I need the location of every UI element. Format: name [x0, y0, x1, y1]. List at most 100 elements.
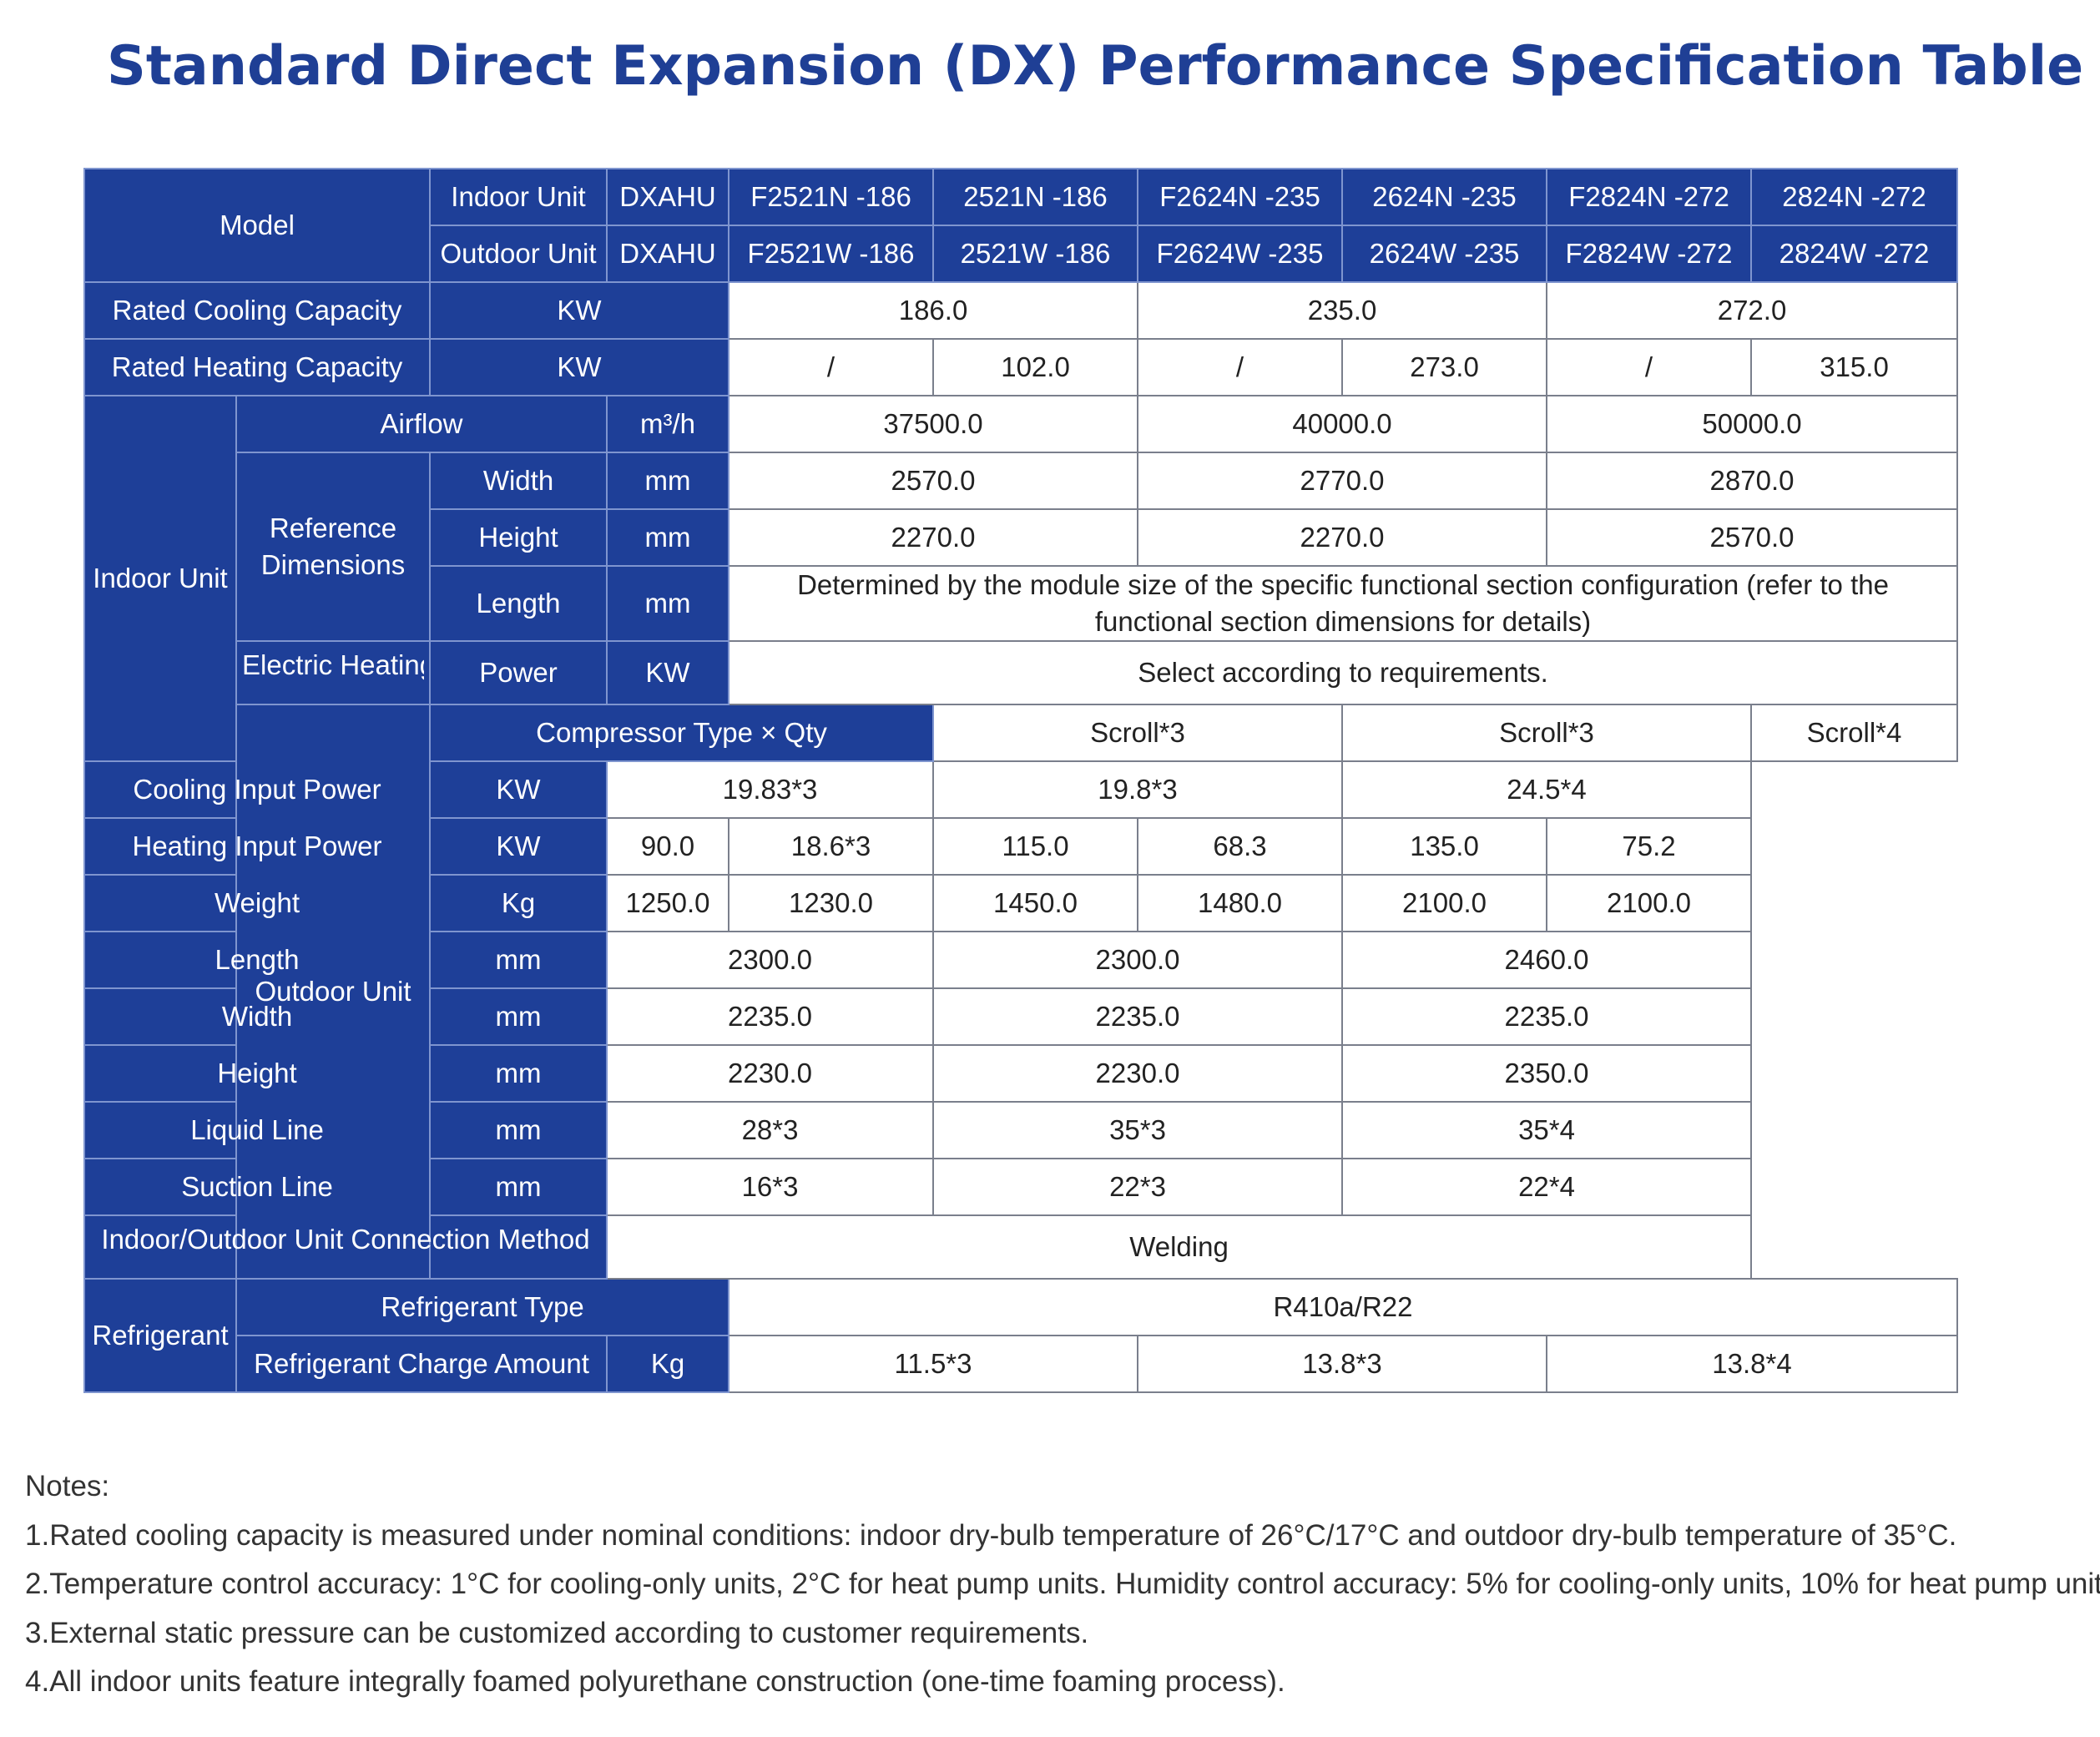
- value-cell: 1480.0: [1137, 874, 1344, 932]
- unit-cell: mm: [429, 1101, 608, 1159]
- unit-cell: Kg: [606, 1335, 730, 1393]
- table-row: Weight Kg 1250.0 1230.0 1450.0 1480.0 21…: [83, 874, 1957, 932]
- outdoor-unit-label: Outdoor Unit: [429, 225, 608, 283]
- unit-cell: mm: [429, 987, 608, 1046]
- value-cell: 11.5*3: [728, 1335, 1139, 1393]
- value-cell: /: [1546, 338, 1753, 396]
- row-label: Power: [429, 640, 608, 705]
- table-row: Length mm Determined by the module size …: [84, 565, 1959, 642]
- note-item: 1.Rated cooling capacity is measured und…: [25, 1518, 1957, 1552]
- value-cell: 2270.0: [728, 508, 1139, 567]
- row-label: Suction Line: [83, 1158, 432, 1216]
- notes-heading: Notes:: [25, 1470, 110, 1502]
- value-cell: Welding: [606, 1214, 1753, 1280]
- table-row: Indoor/Outdoor Unit Connection Method We…: [83, 1214, 1957, 1280]
- unit-cell: KW: [429, 760, 608, 819]
- value-cell: 1250.0: [606, 874, 730, 932]
- table-row: Electric Heating Power KW Select accordi…: [84, 640, 1959, 705]
- row-label: Rated Heating Capacity: [83, 338, 432, 396]
- reference-dimensions-label: Reference Dimensions: [235, 452, 432, 642]
- value-cell: 2100.0: [1341, 874, 1548, 932]
- value-cell: 24.5*4: [1341, 760, 1753, 819]
- notes-section: Notes: 1.Rated cooling capacity is measu…: [25, 1462, 2100, 1707]
- value-cell: 186.0: [728, 281, 1139, 340]
- model-cell: 2824N -272: [1750, 168, 1959, 226]
- table-row: Reference Dimensions Width mm 2570.0 277…: [84, 452, 1959, 642]
- value-cell: 2235.0: [932, 987, 1344, 1046]
- table-row: Height mm 2230.0 2230.0 2350.0: [83, 1044, 1957, 1103]
- unit-cell: mm: [429, 1158, 608, 1216]
- value-cell: R410a/R22: [728, 1278, 1959, 1336]
- value-cell: Scroll*4: [1750, 704, 1959, 762]
- row-label: Refrigerant Charge Amount: [235, 1335, 608, 1393]
- value-cell: Select according to requirements.: [728, 640, 1959, 705]
- connection-method-text: Indoor/Outdoor Unit Connection Method: [101, 1224, 590, 1255]
- value-cell: /: [1137, 338, 1344, 396]
- value-cell: 19.83*3: [606, 760, 935, 819]
- row-label: Airflow: [235, 395, 608, 453]
- table-row: Height mm 2270.0 2270.0 2570.0: [84, 508, 1959, 567]
- model-cell: F2624W -235: [1137, 225, 1344, 283]
- row-label: Height: [429, 508, 608, 567]
- table-row: Model Indoor Unit DXAHU F2521N -186 2521…: [83, 168, 1959, 283]
- value-cell: 2235.0: [606, 987, 935, 1046]
- note-item: 2.Temperature control accuracy: 1°C for …: [25, 1568, 2100, 1600]
- value-cell: 50000.0: [1546, 395, 1959, 453]
- row-label: Refrigerant Type: [235, 1278, 730, 1336]
- value-cell: 13.8*4: [1546, 1335, 1959, 1393]
- table-row: Refrigerant Charge Amount Kg 11.5*3 13.8…: [84, 1335, 1959, 1393]
- value-cell: 35*3: [932, 1101, 1344, 1159]
- unit-cell: mm: [606, 508, 730, 567]
- value-cell: 2570.0: [1546, 508, 1959, 567]
- value-cell: 13.8*3: [1137, 1335, 1548, 1393]
- value-cell: 19.8*3: [932, 760, 1344, 819]
- value-cell: 16*3: [606, 1158, 935, 1216]
- value-cell: 22*4: [1341, 1158, 1753, 1216]
- unit-cell: m³/h: [606, 395, 730, 453]
- unit-cell: mm: [429, 1044, 608, 1103]
- value-cell: 35*4: [1341, 1101, 1753, 1159]
- value-cell: 2235.0: [1341, 987, 1753, 1046]
- value-cell: 22*3: [932, 1158, 1344, 1216]
- value-cell: 75.2: [1546, 817, 1753, 876]
- value-cell: Scroll*3: [932, 704, 1344, 762]
- row-label: Compressor Type × Qty: [429, 704, 935, 762]
- value-cell: 28*3: [606, 1101, 935, 1159]
- unit-cell: Kg: [429, 874, 608, 932]
- value-cell: 2100.0: [1546, 874, 1753, 932]
- row-label: Length: [429, 565, 608, 642]
- table-row: Heating Input Power KW 90.0 18.6*3 115.0…: [83, 817, 1957, 876]
- value-cell: 315.0: [1750, 338, 1959, 396]
- table-row: Outdoor Unit Compressor Type × Qty Scrol…: [84, 704, 1959, 1280]
- value-cell: 272.0: [1546, 281, 1959, 340]
- unit-cell: KW: [429, 281, 730, 340]
- model-cell: F2521N -186: [728, 168, 935, 226]
- value-cell: 2770.0: [1137, 452, 1548, 510]
- unit-cell: mm: [606, 565, 730, 642]
- table-row: Indoor Unit Airflow m³/h 37500.0 40000.0…: [83, 395, 1959, 762]
- table-row: Liquid Line mm 28*3 35*3 35*4: [83, 1101, 1957, 1159]
- row-label: Rated Cooling Capacity: [83, 281, 432, 340]
- value-cell: 40000.0: [1137, 395, 1548, 453]
- value-cell: 135.0: [1341, 817, 1548, 876]
- electric-heating-label: Electric Heating: [235, 640, 432, 705]
- value-cell: 2230.0: [606, 1044, 935, 1103]
- table-row: Suction Line mm 16*3 22*3 22*4: [83, 1158, 1957, 1216]
- value-cell: 2300.0: [932, 931, 1344, 989]
- value-cell: 2870.0: [1546, 452, 1959, 510]
- model-cell: F2824W -272: [1546, 225, 1753, 283]
- value-cell: 68.3: [1137, 817, 1344, 876]
- series-code: DXAHU: [606, 168, 730, 226]
- value-cell: 1230.0: [728, 874, 935, 932]
- note-item: 4.All indoor units feature integrally fo…: [25, 1665, 1285, 1698]
- spec-table: Model Indoor Unit DXAHU F2521N -186 2521…: [83, 168, 1959, 1393]
- value-cell: 2230.0: [932, 1044, 1344, 1103]
- value-cell: 102.0: [932, 338, 1139, 396]
- value-cell: 2300.0: [606, 931, 935, 989]
- value-cell: 2460.0: [1341, 931, 1753, 989]
- model-cell: F2521W -186: [728, 225, 935, 283]
- value-cell: 115.0: [932, 817, 1139, 876]
- unit-cell: KW: [606, 640, 730, 705]
- length-note-cell: Determined by the module size of the spe…: [728, 565, 1959, 642]
- value-cell: /: [728, 338, 935, 396]
